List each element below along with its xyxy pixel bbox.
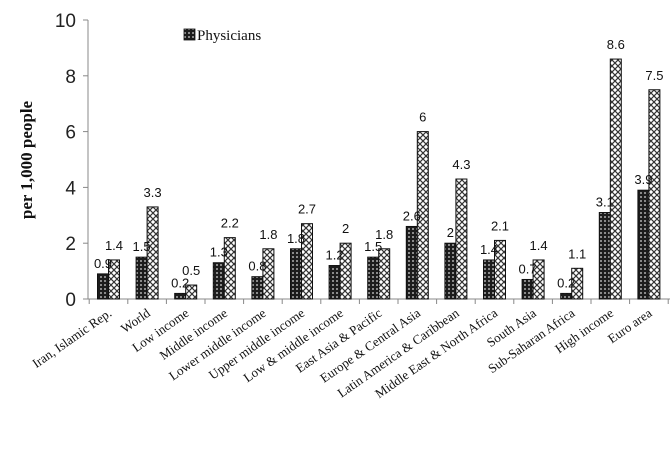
y-tick-label: 0 <box>65 290 76 311</box>
data-labels: 0.91.4 1.53.30.20.51.32.20.81.8 1.82.71.22… <box>94 37 663 290</box>
bar <box>135 256 148 300</box>
data-label: 2.6 <box>403 208 421 223</box>
bar <box>212 262 225 300</box>
data-label: 1.3 <box>210 245 228 260</box>
data-label: 2.7 <box>298 202 316 217</box>
data-label: 0.9 <box>94 256 112 271</box>
bar <box>483 259 495 300</box>
bar <box>223 237 236 300</box>
data-label: 2 <box>447 225 454 240</box>
category-label: Iran, Islamic Rep. <box>29 305 114 371</box>
data-label: 3.1 <box>596 195 614 210</box>
bar <box>290 248 302 300</box>
y-tick-label: 10 <box>55 11 76 32</box>
bar <box>262 248 275 300</box>
bar <box>405 225 418 300</box>
data-label: 0.5 <box>182 263 200 278</box>
bars <box>97 58 661 300</box>
data-label: 3.3 <box>144 185 162 200</box>
data-label: 0.7 <box>519 261 537 276</box>
bar <box>339 242 352 300</box>
y-tick-label: 2 <box>65 234 76 255</box>
bar <box>328 265 341 300</box>
y-tick-label: 8 <box>65 67 76 88</box>
data-label: 1.8 <box>259 227 277 242</box>
data-label: 1.4 <box>480 242 498 257</box>
data-label: 2.1 <box>491 218 509 233</box>
bar <box>97 273 109 300</box>
bar <box>301 223 313 300</box>
bar <box>521 278 534 300</box>
bar <box>571 267 584 300</box>
data-label: 4.3 <box>452 157 470 172</box>
data-label: 1.5 <box>133 239 151 254</box>
legend-swatch <box>183 28 196 41</box>
bar <box>648 89 661 300</box>
data-label: 7.5 <box>645 68 663 83</box>
bar <box>455 178 468 300</box>
data-label: 0.2 <box>557 275 575 290</box>
bar <box>174 292 187 300</box>
category-label: Euro area <box>605 305 655 346</box>
data-label: 8.6 <box>607 37 625 52</box>
bar <box>494 239 506 300</box>
bar <box>416 131 429 300</box>
bar <box>444 242 457 300</box>
data-label: 3.9 <box>634 172 652 187</box>
data-label: 1.4 <box>530 238 548 253</box>
data-label: 1.8 <box>375 227 393 242</box>
bar <box>560 292 573 300</box>
data-label: 1.8 <box>287 231 305 246</box>
bar <box>367 256 380 300</box>
bar <box>378 248 391 300</box>
y-tick-label: 4 <box>65 178 76 199</box>
data-label: 1.1 <box>568 246 586 261</box>
data-label: 2 <box>342 221 349 236</box>
legend-label: Physicians <box>197 28 261 44</box>
data-label: 6 <box>419 110 426 125</box>
data-label: 0.2 <box>171 275 189 290</box>
data-label: 0.8 <box>248 259 266 274</box>
bar <box>532 259 545 300</box>
y-tick-label: 6 <box>65 123 76 144</box>
bar <box>108 259 120 300</box>
bar <box>185 284 198 300</box>
bar <box>637 189 650 300</box>
bar <box>598 212 611 300</box>
data-label: 1.4 <box>105 238 123 253</box>
bar <box>251 276 264 300</box>
y-axis-label: per 1,000 people <box>17 100 36 219</box>
data-label: 1.2 <box>326 248 344 263</box>
bar <box>146 206 159 300</box>
data-label: 2.2 <box>221 216 239 231</box>
bar <box>609 58 622 300</box>
legend: Physicians <box>183 28 261 44</box>
data-label: 1.5 <box>364 239 382 254</box>
